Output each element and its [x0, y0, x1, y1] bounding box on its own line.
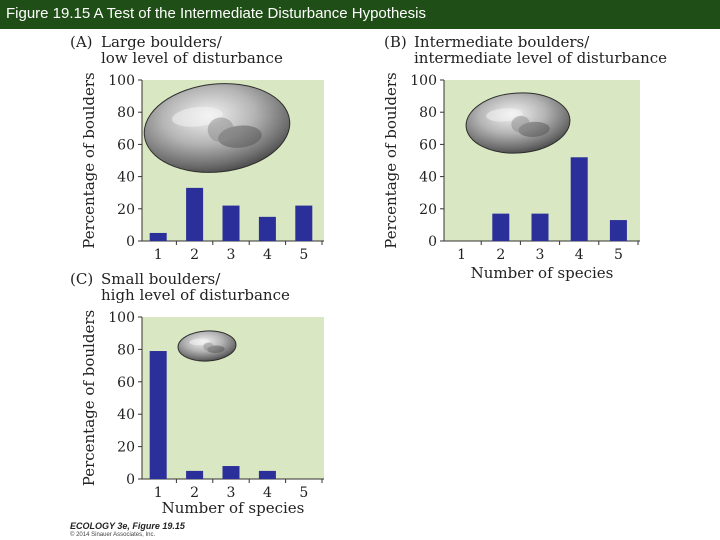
bar: [149, 351, 167, 479]
y-tick-label: 100: [108, 73, 135, 89]
panel-title-line2: intermediate level of disturbance: [414, 49, 667, 67]
y-tick-label: 80: [117, 342, 135, 358]
bar: [186, 187, 204, 241]
boulder-highlight: [486, 108, 523, 122]
bar: [149, 232, 167, 241]
y-tick-label: 20: [117, 202, 135, 218]
x-axis-label: Number of species: [471, 264, 614, 282]
y-tick-label: 20: [419, 202, 437, 218]
y-tick-label: 0: [126, 234, 135, 250]
boulder-highlight: [189, 338, 210, 346]
panel-title-line1: Large boulders/: [101, 33, 223, 51]
boulder-illustration: [177, 330, 237, 362]
y-axis-label: Percentage of boulders: [382, 72, 400, 248]
bar: [531, 213, 549, 241]
bar-chart-panel: (B) Intermediate boulders/intermediate le…: [382, 33, 667, 282]
figure-title: Figure 19.15 A Test of the Intermediate …: [6, 5, 426, 22]
y-tick-label: 60: [117, 137, 135, 153]
y-tick-label: 0: [428, 234, 437, 250]
y-tick-label: 100: [108, 310, 135, 326]
x-tick-label: 4: [263, 247, 272, 263]
boulder-illustration: [465, 92, 571, 154]
boulder-texture: [207, 117, 234, 143]
y-tick-label: 0: [126, 472, 135, 488]
bar: [222, 205, 240, 241]
x-tick-label: 3: [227, 485, 236, 501]
x-tick-label: 2: [496, 247, 505, 263]
boulder-texture: [511, 115, 531, 133]
x-tick-label: 5: [299, 247, 308, 263]
bar-chart-panel: (A) Large boulders/low level of disturban…: [70, 33, 324, 263]
x-tick-label: 5: [299, 485, 308, 501]
y-axis-label: Percentage of boulders: [80, 310, 98, 486]
y-tick-label: 80: [419, 105, 437, 121]
boulder-illustration: [143, 83, 291, 173]
y-tick-label: 60: [117, 375, 135, 391]
copyright-line: © 2014 Sinauer Associates, Inc.: [70, 532, 156, 538]
x-tick-label: 5: [614, 247, 623, 263]
x-tick-label: 2: [190, 247, 199, 263]
boulder-highlight: [172, 106, 223, 127]
panel-label: (B): [384, 33, 407, 51]
x-tick-label: 1: [154, 247, 163, 263]
y-axis-label: Percentage of boulders: [80, 72, 98, 248]
panel-title-line2: low level of disturbance: [101, 49, 283, 67]
bar: [222, 466, 240, 479]
panel-label: (A): [70, 33, 93, 51]
bar: [258, 216, 276, 241]
bar-chart-panel: (C) Small boulders/high level of disturba…: [70, 270, 324, 517]
y-tick-label: 60: [419, 137, 437, 153]
x-tick-label: 1: [154, 485, 163, 501]
bar: [186, 470, 204, 479]
x-tick-label: 3: [536, 247, 545, 263]
y-tick-label: 100: [410, 73, 437, 89]
panel-label: (C): [70, 270, 93, 288]
x-tick-label: 3: [227, 247, 236, 263]
credit-line: ECOLOGY 3e, Figure 19.15: [70, 521, 185, 531]
y-tick-label: 40: [117, 170, 135, 186]
y-tick-label: 80: [117, 105, 135, 121]
bar: [492, 213, 510, 241]
bar: [258, 470, 276, 479]
panel-title-line1: Intermediate boulders/: [414, 33, 590, 51]
x-axis-label: Number of species: [162, 499, 305, 517]
y-tick-label: 40: [117, 407, 135, 423]
bar: [295, 205, 313, 241]
panel-title-line1: Small boulders/: [101, 270, 221, 288]
y-tick-label: 20: [117, 440, 135, 456]
boulder-texture: [203, 342, 214, 351]
title-bar: Figure 19.15 A Test of the Intermediate …: [0, 0, 720, 29]
x-tick-label: 1: [457, 247, 466, 263]
bar: [570, 157, 588, 241]
panel-title-line2: high level of disturbance: [101, 286, 290, 304]
x-tick-label: 2: [190, 485, 199, 501]
y-tick-label: 40: [419, 170, 437, 186]
x-tick-label: 4: [575, 247, 584, 263]
x-tick-label: 4: [263, 485, 272, 501]
bar: [609, 220, 627, 241]
